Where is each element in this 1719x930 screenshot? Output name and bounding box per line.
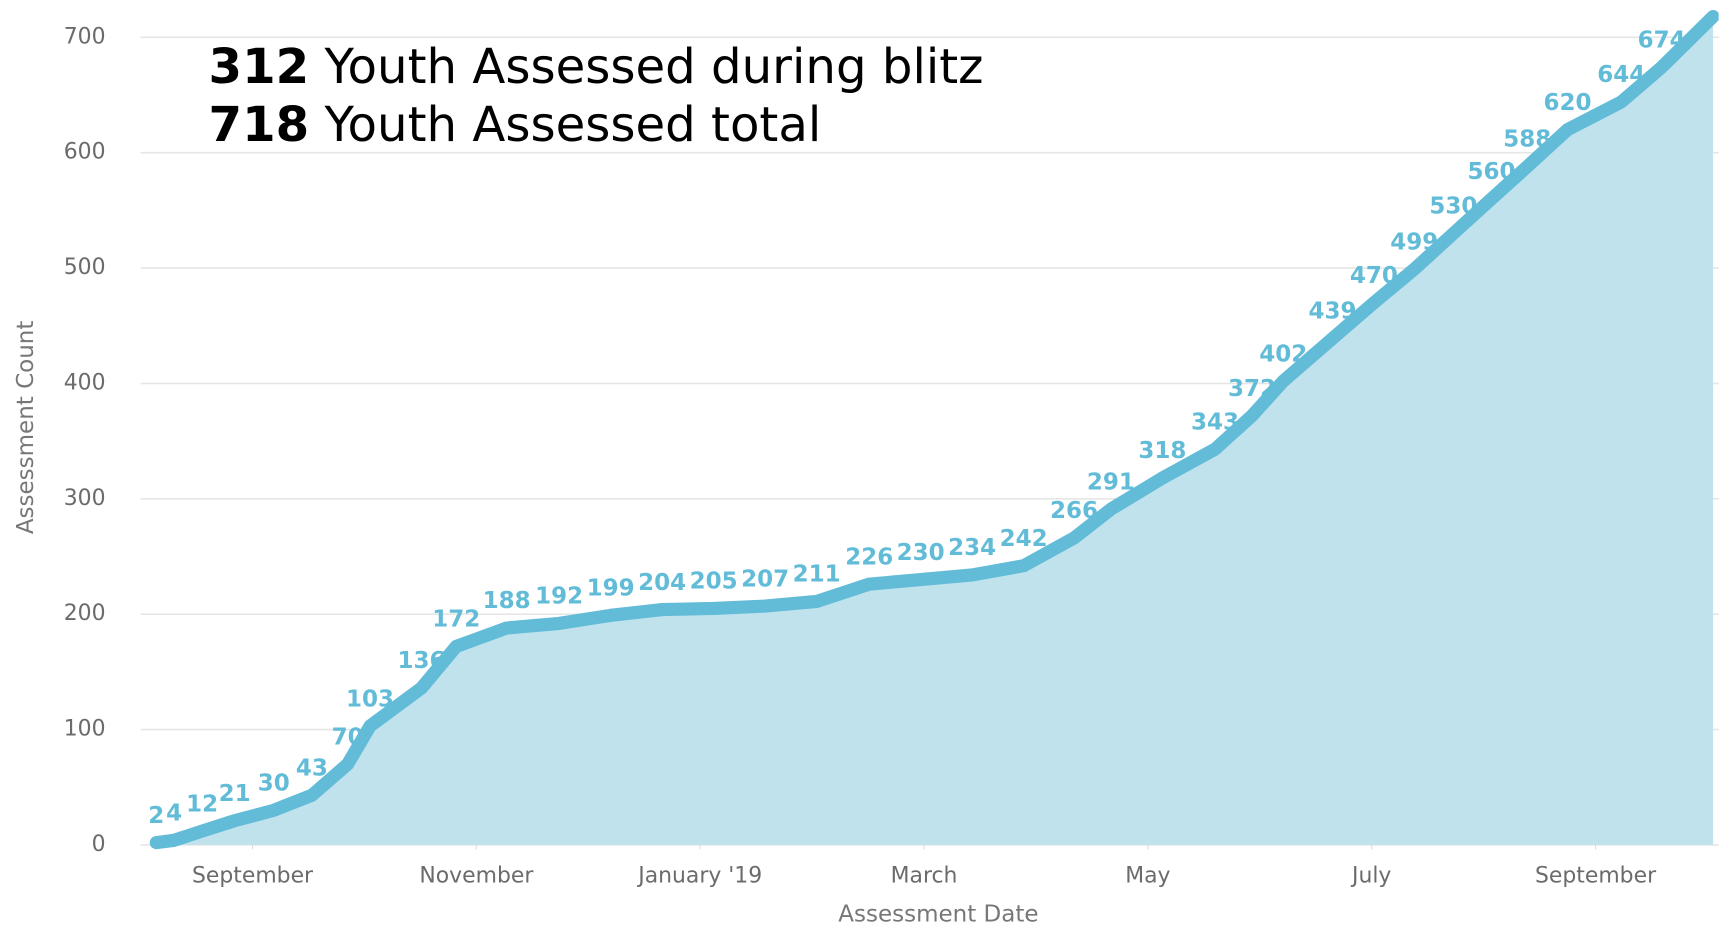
data-label: 499 (1390, 229, 1438, 255)
y-tick-label: 600 (64, 140, 106, 165)
data-label: 2 (148, 803, 164, 829)
plot-area (149, 9, 1719, 850)
data-label: 103 (346, 686, 394, 712)
annotation: 312 Youth Assessed during blitz (209, 39, 984, 95)
y-tick-label: 300 (64, 486, 106, 511)
x-tick-label: November (419, 864, 533, 889)
x-tick-label: March (891, 864, 958, 889)
data-label: 234 (948, 535, 996, 561)
annotation-text: Youth Assessed during blitz (324, 39, 984, 95)
data-label: 674 (1638, 28, 1686, 54)
x-tick-label: September (1535, 864, 1656, 889)
data-label: 188 (483, 588, 531, 614)
annotation: 718 Youth Assessed total (209, 97, 822, 153)
y-tick-label: 0 (92, 832, 106, 857)
line (149, 9, 1719, 850)
y-tick-label: 500 (64, 255, 106, 280)
data-label: 12 (186, 791, 218, 817)
data-label: 530 (1429, 194, 1477, 220)
data-label: 30 (258, 770, 290, 796)
data-label: 205 (690, 569, 738, 595)
x-axis-title: Assessment Date (838, 902, 1038, 926)
data-label: 266 (1050, 498, 1098, 524)
data-label: 470 (1350, 263, 1398, 289)
y-tick-label: 400 (64, 370, 106, 395)
data-label: 4 (166, 800, 182, 826)
data-label: 172 (432, 607, 480, 633)
x-tick-label: September (192, 864, 313, 889)
y-tick-label: 100 (64, 717, 106, 742)
data-label: 230 (897, 540, 945, 566)
data-label: 21 (219, 781, 251, 807)
data-label: 318 (1138, 438, 1186, 464)
annotation-text: Youth Assessed total (324, 97, 822, 153)
data-label: 620 (1544, 90, 1592, 116)
axes: 0 100 200 300 400 500 600 700 September November J… (64, 24, 1656, 888)
y-tick-label: 200 (64, 601, 106, 626)
data-label: 439 (1309, 299, 1357, 325)
annotation-number: 312 (209, 39, 310, 95)
data-label: 372 (1228, 376, 1276, 402)
data-label: 192 (535, 584, 583, 610)
data-label: 207 (741, 566, 789, 592)
x-tick-label: January '19 (636, 864, 762, 889)
data-label: 560 (1467, 159, 1515, 185)
y-tick-label: 700 (64, 24, 106, 49)
area (156, 16, 1714, 845)
annotation-number: 718 (209, 97, 310, 153)
data-label: 136 (398, 648, 446, 674)
x-tick-label: July (1350, 864, 1391, 889)
data-label: 70 (332, 724, 364, 750)
data-label: 588 (1503, 127, 1551, 153)
x-tick-label: May (1125, 864, 1170, 889)
data-label: 199 (587, 576, 635, 602)
data-label: 242 (1000, 526, 1048, 552)
data-label: 226 (845, 544, 893, 570)
data-label: 644 (1597, 62, 1645, 88)
data-label: 291 (1087, 469, 1135, 495)
data-label: 204 (638, 570, 686, 596)
data-label: 43 (296, 755, 328, 781)
data-label: 211 (793, 562, 841, 588)
data-label: 343 (1191, 409, 1239, 435)
data-label: 402 (1259, 341, 1307, 367)
y-axis-title: Assessment Count (13, 321, 39, 535)
